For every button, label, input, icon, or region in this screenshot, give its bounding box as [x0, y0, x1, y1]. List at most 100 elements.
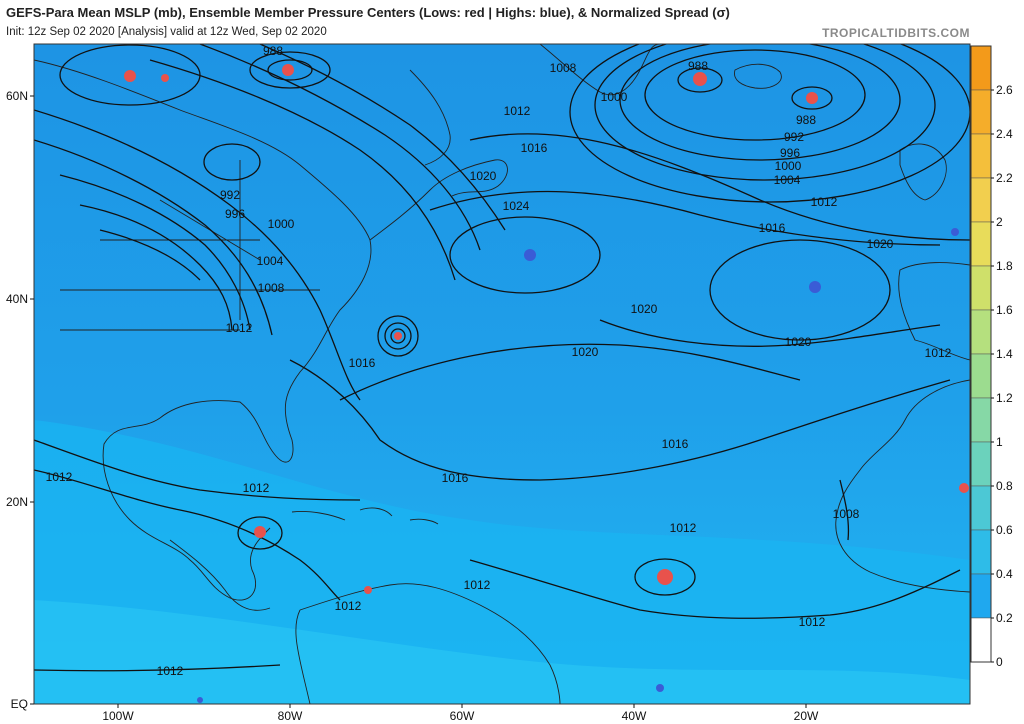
high-centers: [197, 228, 959, 703]
isobar-label: 1016: [349, 356, 376, 370]
isobar-label: 988: [263, 44, 283, 58]
low-center-marker: [124, 70, 136, 82]
colorbar-segment: [970, 485, 992, 531]
isobar-label: 1012: [157, 664, 184, 678]
low-center-marker: [657, 569, 673, 585]
low-center-marker: [394, 332, 402, 340]
low-center-marker: [282, 64, 294, 76]
isobar-label: 1012: [335, 599, 362, 613]
colorbar-segment: [970, 441, 992, 487]
latitude-axis: 60N 40N 20N EQ: [6, 89, 34, 711]
high-center-marker: [656, 684, 664, 692]
colorbar-tick-label: 2.2: [996, 171, 1013, 185]
colorbar-tick-label: 0.6: [996, 523, 1013, 537]
isobar-label: 1004: [257, 254, 284, 268]
colorbar-segment: [970, 89, 992, 135]
isobar-label: 1012: [799, 615, 826, 629]
lat-label: 60N: [6, 89, 28, 103]
high-center-marker: [524, 249, 536, 261]
low-center-marker: [959, 483, 969, 493]
colorbar-segment: [970, 265, 992, 311]
colorbar-tick-label: 2: [996, 215, 1003, 229]
isobar-label: 1000: [268, 217, 295, 231]
low-center-marker: [364, 586, 372, 594]
colorbar-segment: [970, 617, 992, 663]
colorbar-tick-label: 1.6: [996, 303, 1013, 317]
colorbar-segment: [970, 177, 992, 223]
lat-label: 20N: [6, 495, 28, 509]
site-credit: TROPICALTIDBITS.COM: [822, 26, 970, 40]
isobars: [34, 44, 970, 672]
isobar-label: 1012: [670, 521, 697, 535]
colorbar-tick-label: 2.6: [996, 83, 1013, 97]
isobar-label: 1024: [503, 199, 530, 213]
colorbar-tick-label: 0.8: [996, 479, 1013, 493]
low-center-marker: [161, 74, 169, 82]
map-subtitle: Init: 12z Sep 02 2020 [Analysis] valid a…: [6, 26, 327, 38]
isobar-label: 1000: [601, 90, 628, 104]
isobar-label: 1012: [46, 470, 73, 484]
colorbar-segment: [970, 573, 992, 619]
lon-label: 60W: [450, 709, 475, 723]
isobar-label: 988: [796, 113, 816, 127]
low-center-marker: [254, 526, 266, 538]
coastlines: [34, 44, 970, 704]
colorbar-segment: [970, 133, 992, 179]
isobar-label: 1020: [785, 335, 812, 349]
colorbar-segment: [970, 353, 992, 399]
isobar-label: 1000: [775, 159, 802, 173]
colorbar-segment: [970, 309, 992, 355]
isobar-label: 1004: [774, 173, 801, 187]
lon-label: 40W: [622, 709, 647, 723]
colorbar-tick-label: 0.4: [996, 567, 1013, 581]
isobar-label: 1020: [572, 345, 599, 359]
isobar-label: 988: [688, 59, 708, 73]
isobar-label: 1008: [258, 281, 285, 295]
isobar-label: 996: [225, 207, 245, 221]
high-center-marker: [809, 281, 821, 293]
lat-label: EQ: [11, 697, 28, 711]
lat-label: 40N: [6, 292, 28, 306]
isobar-label: 1016: [759, 221, 786, 235]
colorbar-segment: [970, 221, 992, 267]
colorbar-segment: [970, 397, 992, 443]
colorbar-segment: [970, 45, 992, 91]
low-center-marker: [806, 92, 818, 104]
isobar-label: 1020: [470, 169, 497, 183]
lon-label: 20W: [794, 709, 819, 723]
map-frame: [33, 43, 971, 705]
isobar-label: 1012: [925, 346, 952, 360]
isobar-label: 1016: [442, 471, 469, 485]
colorbar-tick-label: 2.4: [996, 127, 1013, 141]
isobar-label-group: 9881008100098898899299610001004101210161…: [46, 44, 952, 678]
colorbar-tick-label: 1.4: [996, 347, 1013, 361]
spread-colorbar: 2.6 2.4 2.2 2 1.8 1.6 1.4 1.2 1 0.8 0.6 0.4 0.2 0: [970, 45, 1013, 669]
colorbar-tick-label: 1.8: [996, 259, 1013, 273]
isobar-label: 1008: [550, 61, 577, 75]
isobar-label: 1012: [504, 104, 531, 118]
isobar-label: 1020: [631, 302, 658, 316]
isobar-label: 1012: [243, 481, 270, 495]
isobar-label: 1012: [226, 321, 253, 335]
isobar-label: 1012: [464, 578, 491, 592]
isobar-label: 1008: [833, 507, 860, 521]
isobar-label: 1016: [662, 437, 689, 451]
colorbar-tick-label: 1.2: [996, 391, 1013, 405]
isobar-label: 992: [784, 130, 804, 144]
longitude-axis: 100W 80W 60W 40W 20W: [102, 704, 819, 723]
colorbar-tick-label: 1: [996, 435, 1003, 449]
high-center-marker: [951, 228, 959, 236]
lon-label: 80W: [278, 709, 303, 723]
map-title: GEFS-Para Mean MSLP (mb), Ensemble Membe…: [6, 5, 730, 20]
isobar-label: 1012: [811, 195, 838, 209]
isobar-label: 996: [780, 146, 800, 160]
low-center-marker: [693, 72, 707, 86]
lon-label: 100W: [102, 709, 134, 723]
isobar-label: 992: [220, 188, 240, 202]
colorbar-tick-label: 0: [996, 655, 1003, 669]
isobar-label: 1016: [521, 141, 548, 155]
spread-region-equator: [34, 600, 970, 704]
high-center-marker: [197, 697, 203, 703]
colorbar-tick-label: 0.2: [996, 611, 1013, 625]
